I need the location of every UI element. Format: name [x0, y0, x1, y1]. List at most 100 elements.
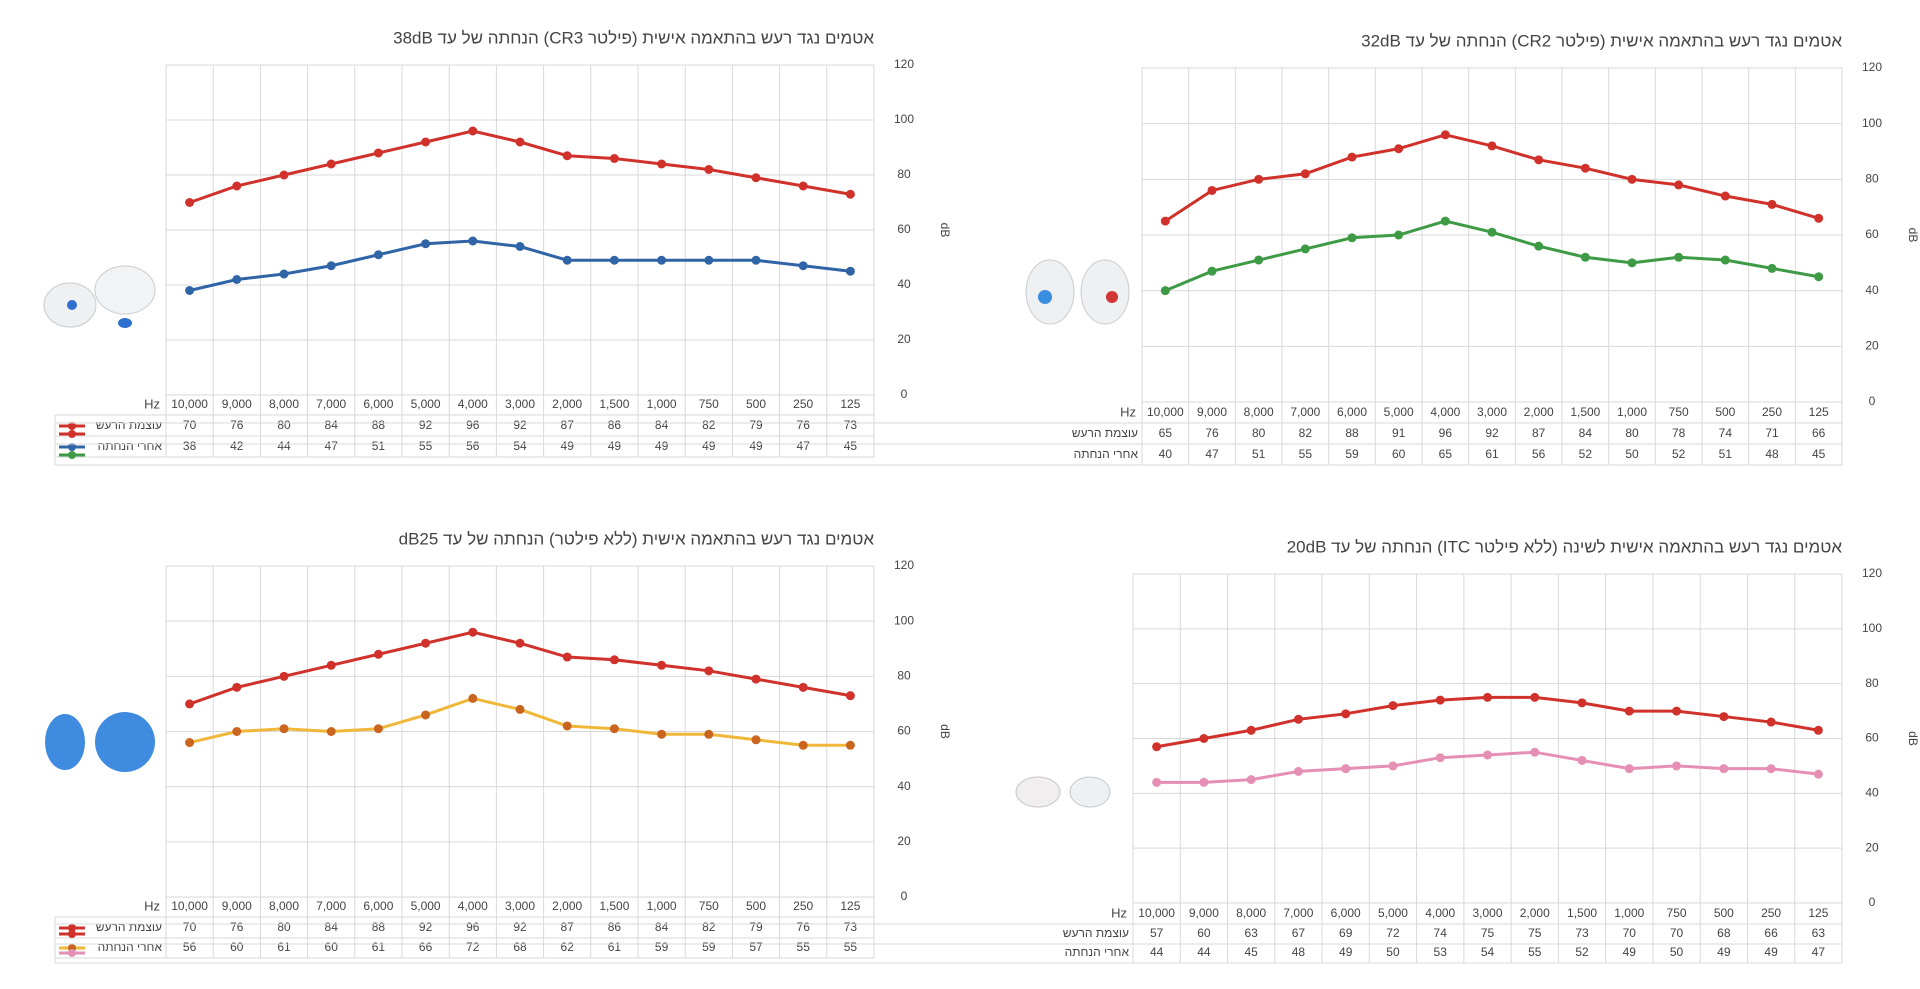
table-value: 82	[1299, 426, 1313, 440]
x-tick-label: 750	[1667, 906, 1687, 920]
x-tick-label: 2,000	[552, 397, 582, 411]
table-value: 70	[1623, 926, 1637, 940]
data-point	[751, 735, 761, 745]
table-value: 92	[1485, 426, 1499, 440]
table-value: 59	[1345, 447, 1359, 461]
data-point	[751, 173, 761, 183]
data-point	[1341, 764, 1351, 774]
table-value: 61	[1485, 447, 1499, 461]
data-point	[326, 660, 336, 670]
data-point	[421, 239, 431, 249]
data-point	[1624, 764, 1634, 774]
legend-label: עוצמת הרעש	[96, 920, 162, 934]
data-point	[1293, 766, 1303, 776]
y-tick-label: 80	[1865, 172, 1879, 186]
data-point	[1199, 734, 1209, 743]
x-tick-label: 5,000	[1384, 405, 1414, 419]
table-value: 56	[183, 940, 197, 954]
x-tick-label: 1,500	[599, 397, 629, 411]
data-point	[1199, 777, 1209, 787]
table-value: 96	[466, 920, 480, 934]
x-tick-label: 750	[1669, 405, 1689, 419]
data-point	[704, 666, 714, 676]
chart: אטמים נגד רעש בהתאמה אישית (פילטר CR2) ה…	[54, 31, 1920, 466]
data-point	[1388, 701, 1398, 711]
table-value: 76	[230, 920, 244, 934]
legend-label: עוצמת הרעש	[1063, 926, 1129, 940]
table-value: 49	[1764, 945, 1778, 959]
table-value: 49	[1623, 945, 1637, 959]
y-axis-label: dB	[1906, 228, 1920, 243]
table-value: 52	[1579, 447, 1593, 461]
x-axis-label: Hz	[144, 898, 160, 913]
legend-label: עוצמת הרעש	[1072, 426, 1138, 440]
table-value: 54	[513, 439, 527, 453]
table-value: 74	[1719, 426, 1733, 440]
table-value: 63	[1812, 926, 1826, 940]
table-value: 47	[325, 439, 339, 453]
table-value: 65	[1159, 426, 1173, 440]
data-point	[1577, 698, 1587, 708]
table-value: 60	[1197, 926, 1211, 940]
data-point	[1300, 244, 1310, 254]
x-tick-label: 2,000	[552, 899, 582, 913]
table-value: 61	[372, 940, 386, 954]
table-value: 50	[1386, 945, 1400, 959]
x-tick-label: 500	[1715, 405, 1735, 419]
x-tick-label: 9,000	[1189, 906, 1219, 920]
table-value: 84	[655, 920, 669, 934]
data-point	[1246, 775, 1256, 785]
data-point	[657, 729, 667, 739]
y-tick-label: 20	[1865, 339, 1879, 353]
y-tick-label: 40	[897, 779, 911, 793]
table-value: 68	[513, 940, 527, 954]
data-point	[1487, 141, 1497, 151]
data-point	[1435, 695, 1445, 705]
x-tick-label: 10,000	[171, 899, 208, 913]
data-point	[1627, 258, 1637, 268]
table-value: 55	[797, 940, 811, 954]
data-point	[1394, 230, 1404, 240]
x-tick-label: 2,000	[1524, 405, 1554, 419]
legend-marker	[68, 451, 76, 459]
earplug-image	[1025, 259, 1130, 325]
data-point	[845, 189, 855, 199]
table-value: 79	[749, 418, 763, 432]
table-value: 78	[1672, 426, 1686, 440]
x-tick-label: 250	[1762, 405, 1782, 419]
data-point	[798, 261, 808, 271]
data-point	[609, 255, 619, 265]
data-point	[1766, 764, 1776, 774]
data-point	[845, 740, 855, 750]
x-tick-label: 4,000	[458, 397, 488, 411]
table-value: 45	[844, 439, 858, 453]
table-value: 70	[183, 418, 197, 432]
data-point	[326, 159, 336, 169]
table-value: 88	[372, 418, 386, 432]
data-point	[1720, 191, 1730, 201]
data-point	[1530, 692, 1540, 702]
data-point	[373, 724, 383, 734]
legend-label: אחרי הנחתה	[1065, 945, 1130, 959]
table-value: 49	[561, 439, 575, 453]
x-tick-label: 7,000	[316, 397, 346, 411]
y-axis-label: dB	[938, 223, 952, 238]
table-value: 44	[1150, 945, 1164, 959]
data-point	[704, 729, 714, 739]
x-tick-label: 6,000	[1337, 405, 1367, 419]
table-value: 87	[561, 418, 575, 432]
legend-label: אחרי הנחתה	[1074, 447, 1139, 461]
table-value: 53	[1434, 945, 1448, 959]
data-point	[704, 165, 714, 174]
data-point	[1767, 263, 1777, 273]
x-tick-label: 10,000	[171, 397, 208, 411]
legend-marker	[68, 924, 76, 932]
data-point	[751, 255, 761, 265]
table-value: 87	[561, 920, 575, 934]
x-tick-label: 8,000	[269, 899, 299, 913]
x-tick-label: 125	[840, 899, 860, 913]
y-tick-label: 100	[1862, 621, 1882, 635]
data-point	[326, 261, 336, 271]
legend-label: אחרי הנחתה	[98, 940, 163, 954]
data-point	[1530, 747, 1540, 757]
